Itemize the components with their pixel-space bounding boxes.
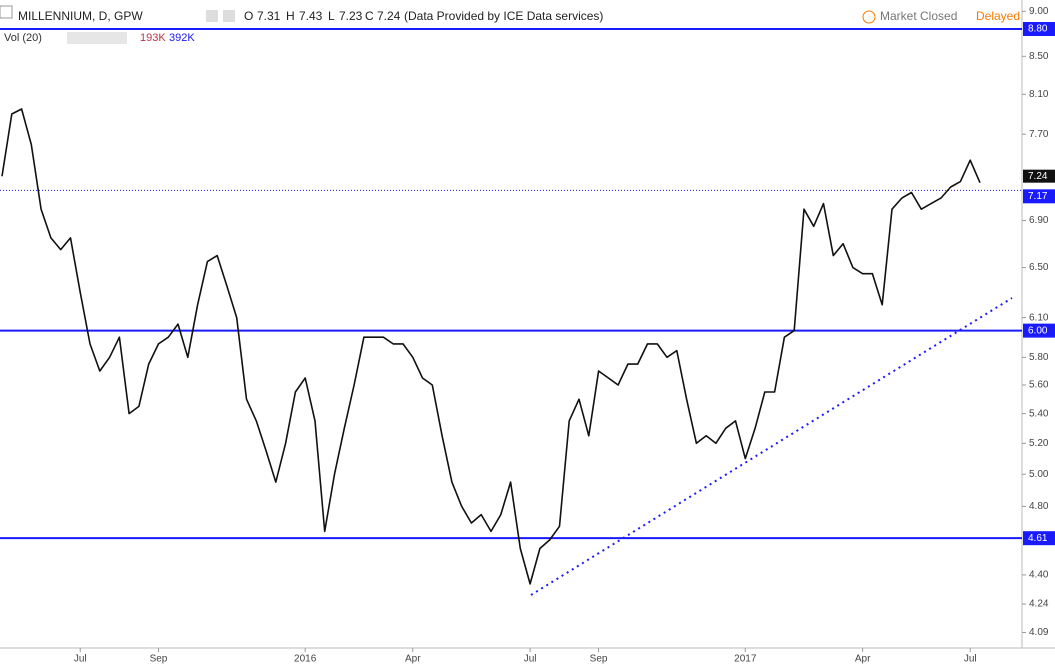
open-value: 7.31	[257, 9, 281, 23]
low-value: 7.23	[339, 9, 363, 23]
trendline	[530, 297, 1013, 596]
x-tick-label: Sep	[150, 654, 168, 665]
low-label: L	[328, 9, 335, 23]
reference-label: 7.17	[1028, 191, 1048, 202]
y-tick-label: 5.80	[1029, 352, 1049, 363]
price-line-tag	[1023, 323, 1055, 338]
high-label: H	[286, 9, 295, 23]
settings-icon[interactable]	[206, 10, 218, 22]
y-tick-label: 4.24	[1029, 599, 1049, 610]
data-source: (Data Provided by ICE Data services)	[404, 9, 603, 23]
price-line-series	[1, 108, 981, 585]
x-tick-label: Apr	[855, 654, 871, 665]
y-tick-label: 4.40	[1029, 570, 1049, 581]
last-price-tag	[1023, 169, 1055, 183]
x-tick-label: Sep	[590, 654, 608, 665]
y-tick-label: 6.90	[1029, 215, 1049, 226]
open-label: O	[244, 9, 253, 23]
close-label: C	[365, 9, 374, 23]
y-tick-label: 8.50	[1029, 51, 1049, 62]
volume-name: Vol (20)	[4, 32, 42, 44]
y-tick-label: 5.40	[1029, 408, 1049, 419]
last-price-label: 7.24	[1028, 171, 1048, 182]
y-tick-label: 5.20	[1029, 438, 1049, 449]
symbol: MILLENNIUM, D, GPW	[18, 9, 143, 23]
high-value: 7.43	[299, 9, 323, 23]
x-tick-label: 2017	[734, 654, 757, 665]
x-tick-label: 2016	[294, 654, 317, 665]
price-line-label: 8.80	[1028, 24, 1048, 35]
delay-status[interactable]: Delayed	[976, 9, 1020, 23]
y-tick-label: 6.50	[1029, 262, 1049, 273]
x-tick-label: Jul	[964, 654, 977, 665]
price-line-label: 4.61	[1028, 533, 1048, 544]
status-icon	[862, 10, 876, 24]
market-status: Market Closed	[880, 9, 957, 23]
y-tick-label: 5.00	[1029, 469, 1049, 480]
format-icon[interactable]	[223, 10, 235, 22]
volume-icons[interactable]	[67, 32, 127, 44]
x-tick-label: Jul	[74, 654, 87, 665]
y-tick-label: 7.70	[1029, 129, 1049, 140]
x-tick-label: Apr	[405, 654, 421, 665]
price-line-tag	[1023, 531, 1055, 546]
volume-value: 193K	[140, 32, 166, 44]
y-tick-label: 8.10	[1029, 89, 1049, 100]
y-tick-label: 6.10	[1029, 312, 1049, 323]
y-tick-label: 4.80	[1029, 501, 1049, 512]
price-line-tag	[1023, 21, 1055, 36]
y-tick-label: 5.60	[1029, 380, 1049, 391]
price-line-label: 6.00	[1028, 325, 1048, 336]
plot-area	[0, 27, 1022, 585]
x-tick-label: Jul	[524, 654, 537, 665]
close-value: 7.24	[377, 9, 401, 23]
reference-tag	[1023, 189, 1055, 204]
y-tick-label: 4.09	[1029, 627, 1049, 638]
volume-ma-value: 392K	[169, 32, 195, 44]
collapse-icon[interactable]	[0, 5, 13, 19]
y-tick-label: 9.00	[1029, 6, 1049, 17]
